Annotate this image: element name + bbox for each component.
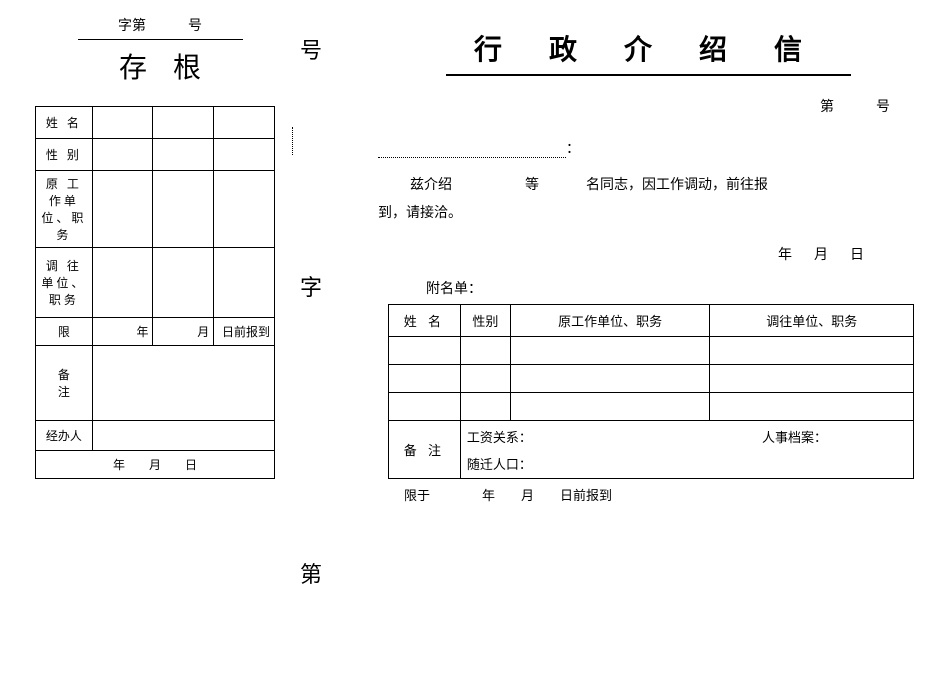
cell — [389, 365, 461, 393]
cell — [214, 248, 275, 318]
colon: ： — [566, 142, 580, 157]
footer-line: 限于 年 月 日前报到 — [404, 485, 918, 504]
letter-title: 行 政 介 绍 信 — [446, 28, 851, 76]
cell — [214, 139, 275, 171]
char-di: 第 — [300, 564, 324, 586]
attachment-table: 姓 名 性别 原工作单位、职务 调往单位、职务 备 注 工资关系： 人事档案： … — [388, 304, 914, 479]
label-remark: 备 注 — [36, 346, 93, 421]
remark-label: 备 注 — [389, 421, 461, 479]
body1-prefix: 兹介绍 — [410, 178, 452, 193]
row-handler: 经办人 — [36, 421, 275, 451]
date-line: 年 月 日 — [378, 244, 868, 264]
cell — [153, 248, 214, 318]
label-dest: 调 往 单位、职务 — [36, 248, 93, 318]
cell — [510, 393, 710, 421]
cell — [92, 171, 153, 248]
cell — [92, 248, 153, 318]
remark-dossier: 人事档案： — [762, 427, 827, 446]
cell — [460, 365, 510, 393]
att-row — [389, 337, 914, 365]
row-deadline: 限 年 月 日前报到 — [36, 318, 275, 346]
att-row — [389, 393, 914, 421]
cell — [92, 139, 153, 171]
cell — [510, 337, 710, 365]
remark-wage: 工资关系： — [467, 427, 532, 446]
label-day: 日前报到 — [214, 318, 275, 346]
stub-panel: 字第 号 存根 姓 名 性 别 原 工 作单位、职务 调 往 单位、职务 — [30, 15, 290, 479]
body-line-1: 兹介绍 等 名同志，因工作调动，前往报 — [410, 172, 918, 200]
h-sex: 性别 — [460, 305, 510, 337]
label-year: 年 — [92, 318, 153, 346]
bottom-date: 年 月 日 — [36, 451, 275, 479]
letter-number: 第 号 — [378, 96, 890, 116]
cell — [214, 107, 275, 139]
cell — [460, 393, 510, 421]
remark-family: 随迁人口： — [467, 457, 532, 472]
att-remark-row: 备 注 工资关系： 人事档案： 随迁人口： — [389, 421, 914, 479]
row-bottom-date: 年 月 日 — [36, 451, 275, 479]
label-sex: 性 别 — [36, 139, 93, 171]
char-zi: 字 — [300, 277, 324, 299]
char-hao: 号 — [300, 40, 324, 62]
h-dest: 调往单位、职务 — [710, 305, 914, 337]
addressee-underline — [378, 144, 566, 158]
row-remark: 备 注 — [36, 346, 275, 421]
row-name: 姓 名 — [36, 107, 275, 139]
cell — [153, 139, 214, 171]
label-name: 姓 名 — [36, 107, 93, 139]
label-orig: 原 工 作单位、职务 — [36, 171, 93, 248]
cell — [214, 171, 275, 248]
cell — [389, 337, 461, 365]
stub-title: 存根 — [56, 46, 290, 86]
cell — [460, 337, 510, 365]
addressee-row: ： — [378, 138, 918, 158]
att-header-row: 姓 名 性别 原工作单位、职务 调往单位、职务 — [389, 305, 914, 337]
cell — [710, 337, 914, 365]
letter-panel: 行 政 介 绍 信 第 号 ： 兹介绍 等 名同志，因工作调动，前往报 到，请接… — [378, 28, 918, 504]
cell — [710, 365, 914, 393]
h-orig: 原工作单位、职务 — [510, 305, 710, 337]
att-row — [389, 365, 914, 393]
row-sex: 性 别 — [36, 139, 275, 171]
cell — [153, 107, 214, 139]
body1-mid: 等 — [525, 178, 539, 193]
cell — [92, 107, 153, 139]
vertical-label: 号 字 第 — [300, 40, 324, 586]
attach-label: 附名单： — [426, 278, 918, 298]
body1-suffix: 名同志，因工作调动，前往报 — [586, 178, 768, 193]
body-line-2: 到，请接洽。 — [378, 200, 918, 228]
cell — [389, 393, 461, 421]
stub-top-line: 字第 号 — [78, 15, 243, 40]
row-dest: 调 往 单位、职务 — [36, 248, 275, 318]
cell — [710, 393, 914, 421]
cell — [92, 421, 274, 451]
stub-table: 姓 名 性 别 原 工 作单位、职务 调 往 单位、职务 限 年 月 — [35, 106, 275, 479]
dotted-separator — [292, 127, 293, 155]
label-handler: 经办人 — [36, 421, 93, 451]
label-month: 月 — [153, 318, 214, 346]
label-limit: 限 — [36, 318, 93, 346]
cell — [510, 365, 710, 393]
row-orig: 原 工 作单位、职务 — [36, 171, 275, 248]
remark-content: 工资关系： 人事档案： 随迁人口： — [460, 421, 913, 479]
h-name: 姓 名 — [389, 305, 461, 337]
cell — [92, 346, 274, 421]
cell — [153, 171, 214, 248]
